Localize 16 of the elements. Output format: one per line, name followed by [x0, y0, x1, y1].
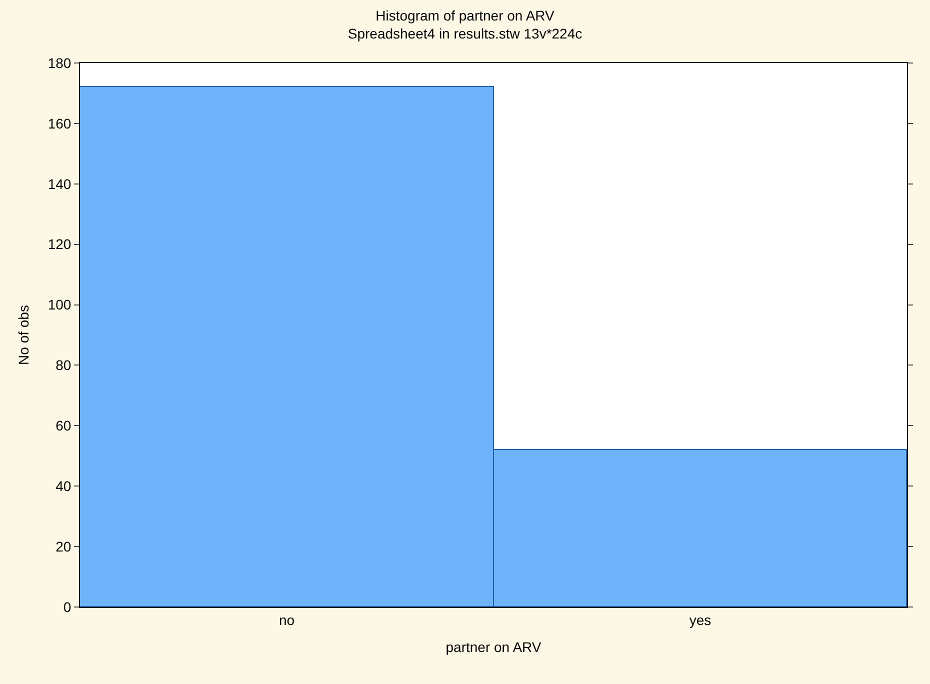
y-tick-label: 60 [56, 418, 72, 434]
y-axis-title: No of obs [15, 305, 32, 365]
x-tick-label: no [278, 612, 295, 628]
y-tick-label: 20 [56, 538, 72, 554]
x-tick-label: yes [689, 612, 712, 628]
y-tick-label: 140 [48, 176, 72, 192]
y-tick-label: 80 [56, 357, 72, 374]
y-tick-label: 160 [48, 115, 72, 132]
y-tick-label: 100 [48, 296, 72, 313]
chart-title: Histogram of partner on ARV [376, 8, 556, 24]
y-tick-label: 120 [48, 236, 72, 252]
y-tick-label: 40 [56, 478, 72, 494]
y-tick-label: 180 [48, 54, 72, 71]
y-tick-label: 0 [63, 598, 72, 615]
chart-subtitle: Spreadsheet4 in results.stw 13v*224c [348, 26, 582, 42]
x-axis-title: partner on ARV [446, 639, 542, 656]
